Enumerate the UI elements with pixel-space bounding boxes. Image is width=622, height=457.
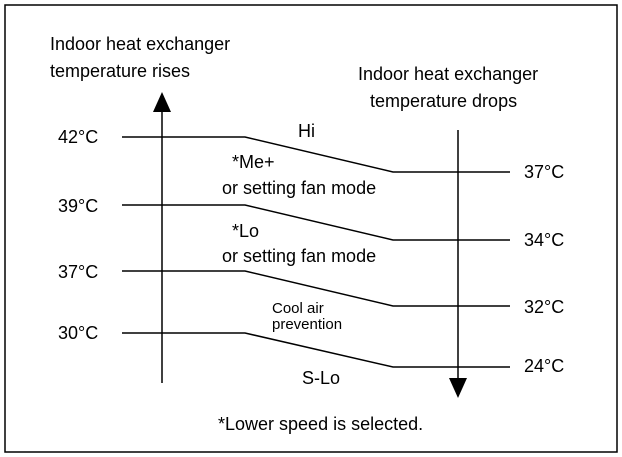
right-temp: 32°C bbox=[524, 297, 564, 317]
left-temp: 39°C bbox=[58, 196, 98, 216]
left-temp: 42°C bbox=[58, 127, 98, 147]
zone-label: or setting fan mode bbox=[222, 178, 376, 198]
right-temp: 34°C bbox=[524, 230, 564, 250]
right-heading: temperature drops bbox=[370, 91, 517, 111]
zone-label: *Lo bbox=[232, 221, 259, 241]
frame bbox=[4, 4, 618, 453]
threshold-line bbox=[122, 136, 510, 173]
right-heading: Indoor heat exchanger bbox=[358, 64, 538, 84]
left-temp: 30°C bbox=[58, 323, 98, 343]
left-temp: 37°C bbox=[58, 262, 98, 282]
zone-label: prevention bbox=[272, 316, 342, 333]
left-heading: temperature rises bbox=[50, 61, 190, 81]
threshold-line bbox=[122, 204, 510, 241]
threshold-line bbox=[122, 332, 510, 368]
down-arrow-head bbox=[449, 378, 467, 398]
zone-label: Hi bbox=[298, 121, 315, 141]
right-temp: 37°C bbox=[524, 162, 564, 182]
threshold-line bbox=[122, 270, 510, 307]
zone-label: or setting fan mode bbox=[222, 246, 376, 266]
footnote: *Lower speed is selected. bbox=[218, 414, 423, 434]
right-temp: 24°C bbox=[524, 356, 564, 376]
zone-label: Cool air bbox=[272, 300, 324, 317]
left-heading: Indoor heat exchanger bbox=[50, 34, 230, 54]
up-arrow-head bbox=[153, 92, 171, 112]
zone-label: S-Lo bbox=[302, 368, 340, 388]
zone-label: *Me+ bbox=[232, 152, 275, 172]
